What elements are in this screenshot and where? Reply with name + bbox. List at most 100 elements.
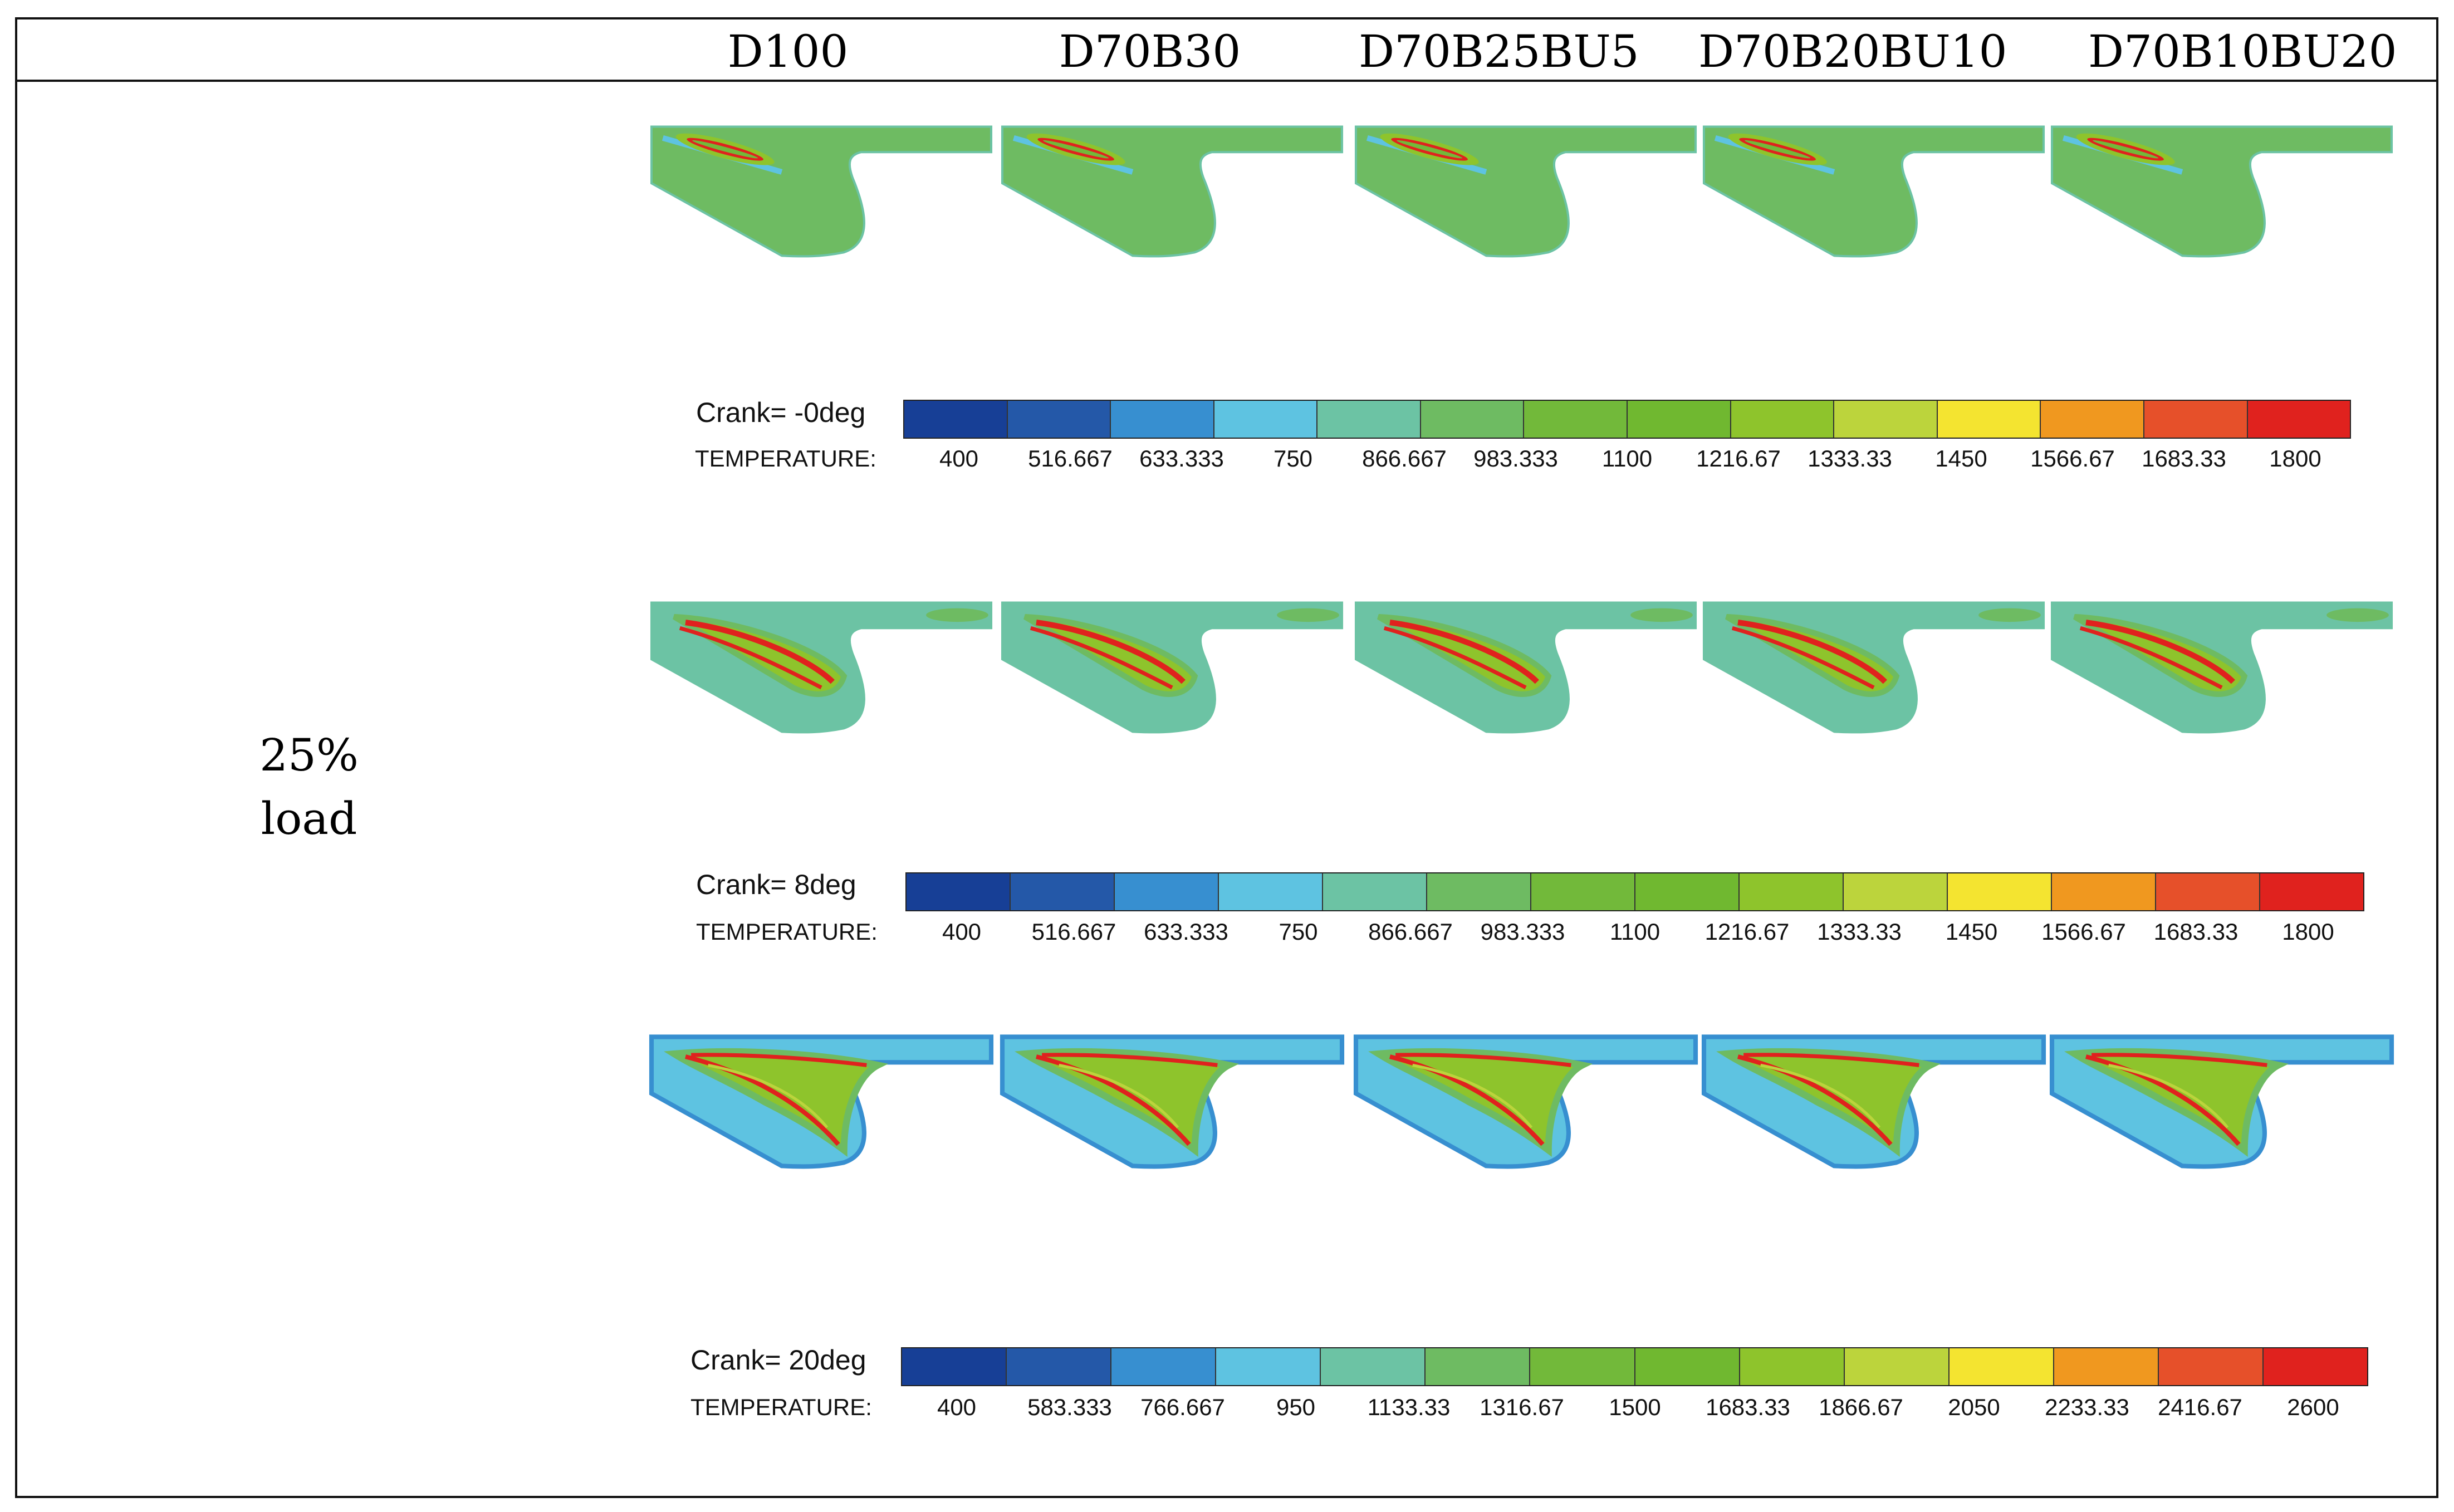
legend-tick-label: 2050 [1948,1394,2000,1420]
legend-color-segment [1530,1348,1635,1385]
temperature-contour-image [1354,125,1697,298]
legend-tick-label: 516.667 [1031,919,1116,945]
row-label-word: load [261,793,357,845]
legend-tick-label: 1866.67 [1819,1394,1903,1420]
temperature-contour-image [1001,601,1344,774]
temperature-contour-image [1701,1034,2046,1208]
legend-color-segment [902,1348,1007,1385]
legend-color-segment [2247,401,2350,438]
legend-tick-label: 1683.33 [2153,919,2239,945]
header-divider [15,80,2438,82]
legend-tick-label: 1333.33 [1808,445,1892,472]
legend-tick-label: 516.667 [1028,445,1113,472]
legend-tick-label: 1800 [2282,919,2334,945]
legend-tick-label: 2233.33 [2045,1394,2129,1420]
legend-tick-label: 400 [942,919,982,945]
legend-tick-label: 400 [937,1394,977,1420]
column-header-d70b10bu20: D70B10BU20 [2088,26,2397,77]
legend-color-segment [1426,1348,1531,1385]
legend-color-segment [1844,873,1948,910]
legend-temperature-label: TEMPERATURE: [695,445,876,472]
temperature-contour-image [1001,125,1344,298]
legend-color-bar [903,400,2351,439]
legend-color-segment [904,401,1008,438]
legend-color-segment [2054,1348,2159,1385]
temperature-contour-image [2049,1034,2394,1208]
legend-tick-label: 1566.67 [2030,445,2115,472]
temperature-contour-image [650,125,993,298]
legend-color-segment [1844,1348,1950,1385]
legend-color-segment [1007,1348,1112,1385]
legend-color-segment [1740,873,1844,910]
legend-tick-label: 1500 [1609,1394,1661,1420]
legend-color-segment [1317,401,1421,438]
legend-color-segment [1834,401,1938,438]
temperature-contour-image [1702,125,2045,298]
legend-color-segment [2264,1348,2368,1385]
legend-tick-label: 750 [1273,445,1313,472]
legend-tick-label: 1800 [2269,445,2321,472]
legend-temperature-label: TEMPERATURE: [690,1394,872,1420]
temperature-contour-image [1000,1034,1345,1208]
legend-tick-label: 1450 [1945,919,1998,945]
legend-tick-label: 766.667 [1140,1394,1225,1420]
legend-color-segment [1740,1348,1845,1385]
legend-color-segment [2260,873,2363,910]
legend-color-segment [1323,873,1427,910]
temperature-contour-image [2050,601,2393,774]
legend-color-segment [1111,401,1214,438]
legend-tick-label: 633.333 [1144,919,1228,945]
legend-tick-label: 1216.67 [1696,445,1781,472]
legend-tick-label: 1683.33 [2142,445,2226,472]
legend-color-segment [1628,401,1731,438]
legend-color-segment [1524,401,1628,438]
temperature-contour-image [649,1034,994,1208]
legend-tick-label: 1100 [1601,445,1653,472]
legend-color-segment [1937,401,2041,438]
legend-tick-label: 1316.67 [1480,1394,1564,1420]
legend-color-segment [1949,1348,2054,1385]
legend-color-segment [1011,873,1115,910]
legend-color-segment [2158,1348,2264,1385]
column-header-d70b25bu5: D70B25BU5 [1359,26,1639,77]
legend-color-segment [1214,401,1318,438]
legend-color-segment [907,873,1011,910]
temperature-contour-image [2050,125,2393,298]
legend-color-segment [1111,1348,1217,1385]
legend-color-segment [1321,1348,1426,1385]
row-label-percent: 25% [259,729,359,781]
legend-color-bar [901,1347,2368,1386]
legend-tick-label: 633.333 [1139,445,1224,472]
temperature-contour-image [1354,601,1697,774]
legend-tick-label: 1216.67 [1704,919,1790,945]
legend-color-segment [1421,401,1525,438]
legend-tick-label: 983.333 [1480,919,1565,945]
legend-color-segment [1216,1348,1321,1385]
legend-color-bar [905,872,2364,911]
legend-tick-label: 750 [1279,919,1318,945]
row-label-load: 25% load [198,724,420,851]
legend-tick-label: 866.667 [1368,919,1453,945]
legend-color-segment [2156,873,2260,910]
legend-crank-label: Crank= -0deg [696,397,866,428]
legend-tick-label: 983.333 [1473,445,1558,472]
column-header-d70b30: D70B30 [1059,26,1241,77]
legend-tick-label: 1566.67 [2041,919,2126,945]
legend-tick-label: 400 [939,445,979,472]
temperature-contour-image [1702,601,2045,774]
column-header-d100: D100 [727,26,849,77]
legend-temperature-label: TEMPERATURE: [696,919,878,945]
column-header-d70b20bu10: D70B20BU10 [1698,26,2007,77]
legend-color-segment [1115,873,1219,910]
legend-color-segment [1948,873,2052,910]
legend-color-segment [1007,401,1111,438]
legend-tick-label: 583.333 [1027,1394,1112,1420]
legend-tick-label: 2600 [2287,1394,2339,1420]
legend-tick-label: 1683.33 [1706,1394,1790,1420]
legend-tick-label: 1450 [1935,445,1987,472]
temperature-contour-image [1353,1034,1698,1208]
legend-tick-label: 2416.67 [2158,1394,2242,1420]
legend-color-segment [1731,401,1835,438]
legend-color-segment [1531,873,1635,910]
